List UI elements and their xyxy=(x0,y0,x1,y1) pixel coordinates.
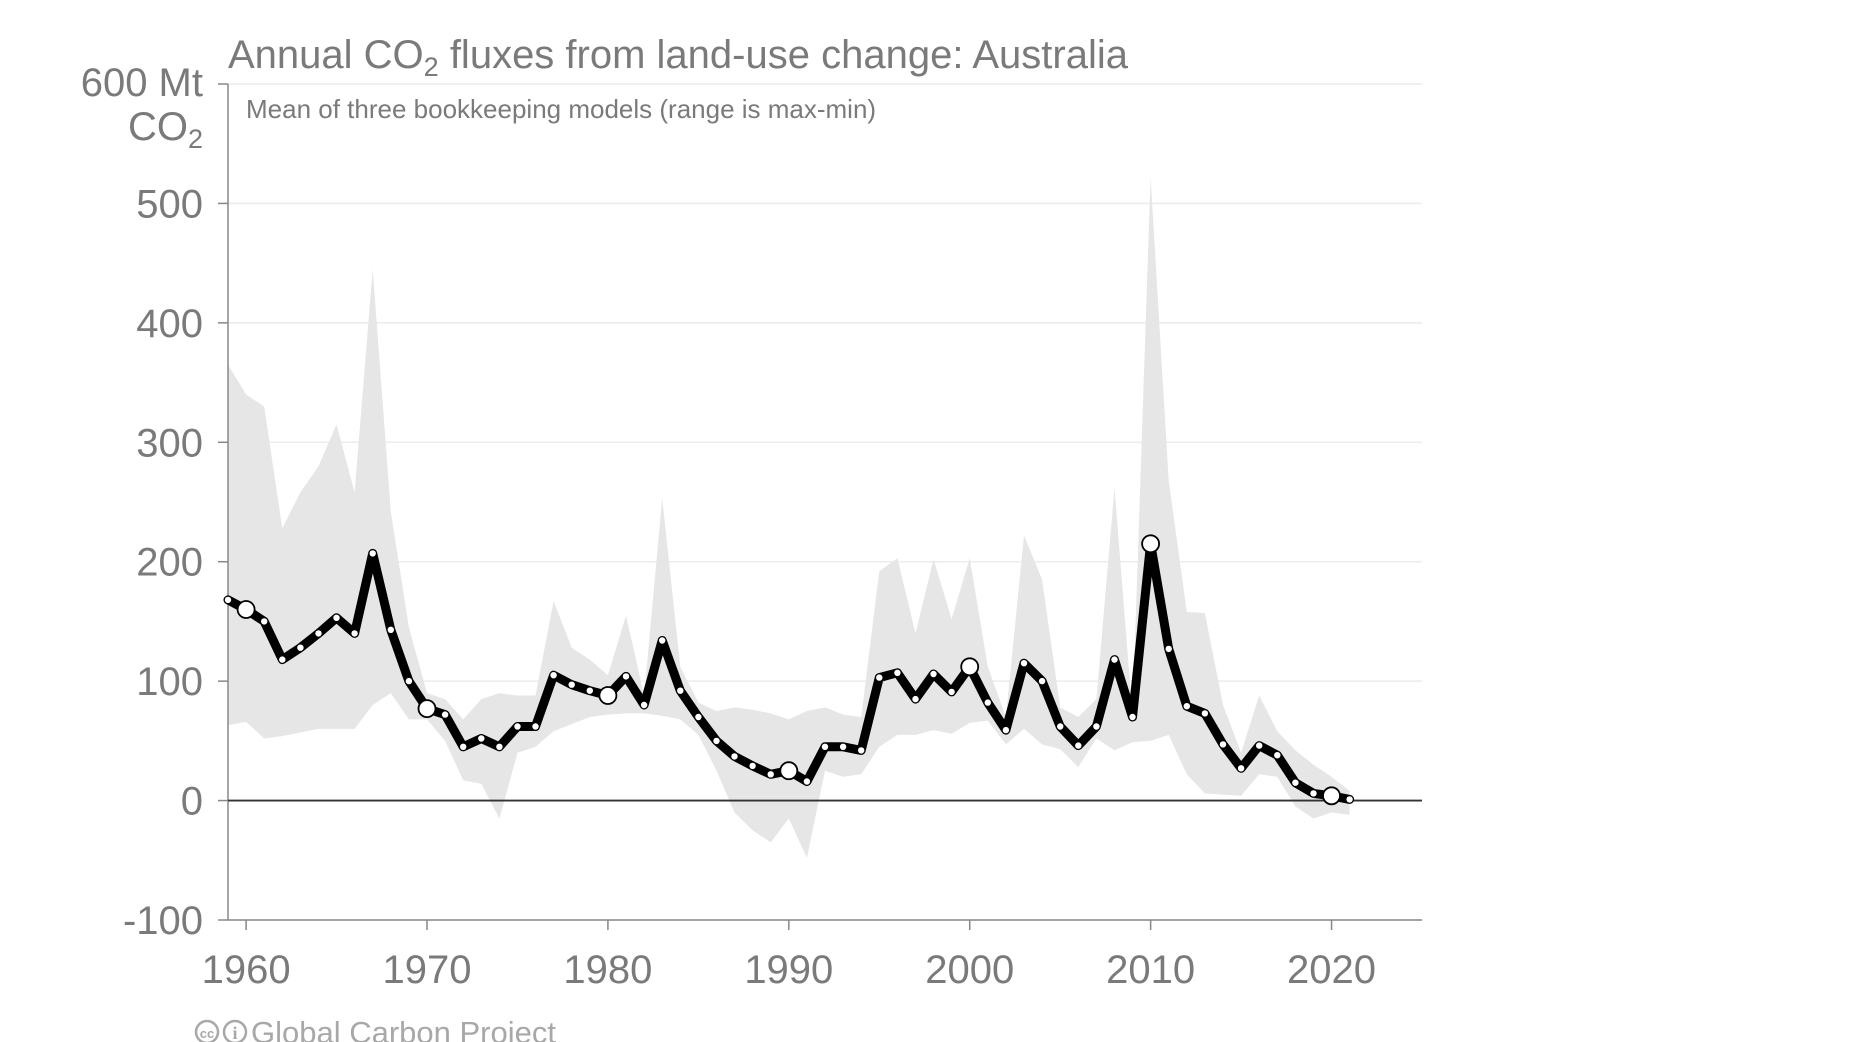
mean-point xyxy=(749,762,756,770)
mean-point xyxy=(731,753,738,760)
mean-point xyxy=(713,737,720,745)
x-tick-label: 2020 xyxy=(1287,948,1376,992)
mean-point xyxy=(767,771,774,778)
mean-point xyxy=(1165,645,1172,653)
mean-point xyxy=(858,747,865,754)
mean-point xyxy=(1002,726,1010,734)
x-tick-label: 1970 xyxy=(383,948,472,992)
y-tick-label: 500 xyxy=(136,182,203,226)
mean-point-highlight xyxy=(598,686,618,705)
mean-point xyxy=(1020,660,1028,667)
svg-text:i: i xyxy=(232,1023,237,1042)
cc-icon: cc xyxy=(194,1019,220,1042)
mean-point xyxy=(1346,796,1353,803)
range-band xyxy=(228,177,1350,858)
mean-point xyxy=(441,711,449,718)
mean-point xyxy=(1093,723,1100,730)
mean-point xyxy=(478,735,485,742)
mean-point xyxy=(803,778,811,785)
mean-point xyxy=(297,644,304,651)
axes xyxy=(218,83,1422,930)
mean-point xyxy=(839,743,847,750)
mean-point xyxy=(695,713,702,721)
mean-point-highlight xyxy=(1141,534,1160,554)
mean-point-highlight xyxy=(960,657,980,677)
mean-point xyxy=(586,687,593,694)
mean-point xyxy=(1075,742,1082,749)
mean-point xyxy=(1256,742,1263,749)
mean-point xyxy=(622,673,630,680)
svg-text:cc: cc xyxy=(200,1026,214,1041)
mean-point xyxy=(1310,790,1317,797)
y-tick-label: 200 xyxy=(136,541,203,585)
mean-point xyxy=(261,618,268,625)
mean-point xyxy=(1201,710,1209,717)
mean-point xyxy=(948,688,955,696)
mean-point xyxy=(369,550,376,557)
by-icon: i xyxy=(222,1019,248,1042)
y-tick-label: -100 xyxy=(123,899,203,943)
mean-point xyxy=(351,630,358,637)
mean-point xyxy=(387,626,394,633)
mean-point xyxy=(1292,779,1299,786)
mean-point xyxy=(532,723,539,730)
x-tick-label: 2000 xyxy=(925,948,1014,992)
mean-point-highlight xyxy=(1322,786,1341,806)
mean-point xyxy=(912,695,919,703)
y-tick-label: 400 xyxy=(136,302,203,346)
mean-point xyxy=(1274,752,1281,759)
mean-point xyxy=(550,672,557,679)
mean-point xyxy=(821,743,829,750)
mean-point-highlight xyxy=(417,699,437,718)
tick-labels: -100 0 100 200 300 400 500 1960 1970 1980 1990 2000… xyxy=(123,182,1376,992)
mean-point xyxy=(1183,703,1191,710)
credit-text: Global Carbon Project xyxy=(251,1015,556,1042)
mean-point xyxy=(1129,713,1136,721)
mean-point xyxy=(894,669,901,676)
mean-point xyxy=(1237,765,1245,772)
mean-point xyxy=(514,723,521,730)
mean-point-highlight xyxy=(779,761,799,781)
gridlines xyxy=(228,83,1422,921)
chart-title: Annual CO2 fluxes from land-use change: … xyxy=(228,33,1129,82)
x-tick-label: 1990 xyxy=(744,948,833,992)
mean-point xyxy=(460,743,467,750)
mean-point xyxy=(984,699,991,706)
chart-subtitle: Mean of three bookkeeping models (range … xyxy=(246,94,876,124)
y-tick-label: 300 xyxy=(136,421,203,465)
mean-point xyxy=(315,630,322,637)
mean-point xyxy=(1057,723,1064,730)
mean-point xyxy=(496,743,503,750)
mean-point xyxy=(659,637,666,644)
mean-point xyxy=(1111,656,1118,663)
mean-point xyxy=(568,681,575,688)
range-band-area xyxy=(228,177,1350,858)
mean-point xyxy=(1219,741,1227,748)
mean-point xyxy=(1038,677,1046,685)
y-axis-unit-top: 600 Mt xyxy=(81,61,203,105)
mean-point-highlight xyxy=(236,600,256,619)
credit: cc i Global Carbon Project xyxy=(194,1015,556,1042)
mean-point xyxy=(405,677,413,685)
mean-point xyxy=(876,674,883,681)
x-tick-label: 1980 xyxy=(563,948,652,992)
x-tick-label: 1960 xyxy=(202,948,291,992)
mean-series xyxy=(223,534,1355,806)
mean-point xyxy=(333,614,340,621)
y-tick-label: 100 xyxy=(136,660,203,704)
mean-point xyxy=(224,596,232,604)
y-tick-label: 0 xyxy=(181,780,203,824)
mean-point xyxy=(930,670,937,678)
x-tick-label: 2010 xyxy=(1106,948,1195,992)
mean-point xyxy=(279,656,286,663)
mean-point xyxy=(677,687,684,694)
mean-point xyxy=(640,701,648,709)
y-axis-unit: CO2 xyxy=(128,105,203,154)
